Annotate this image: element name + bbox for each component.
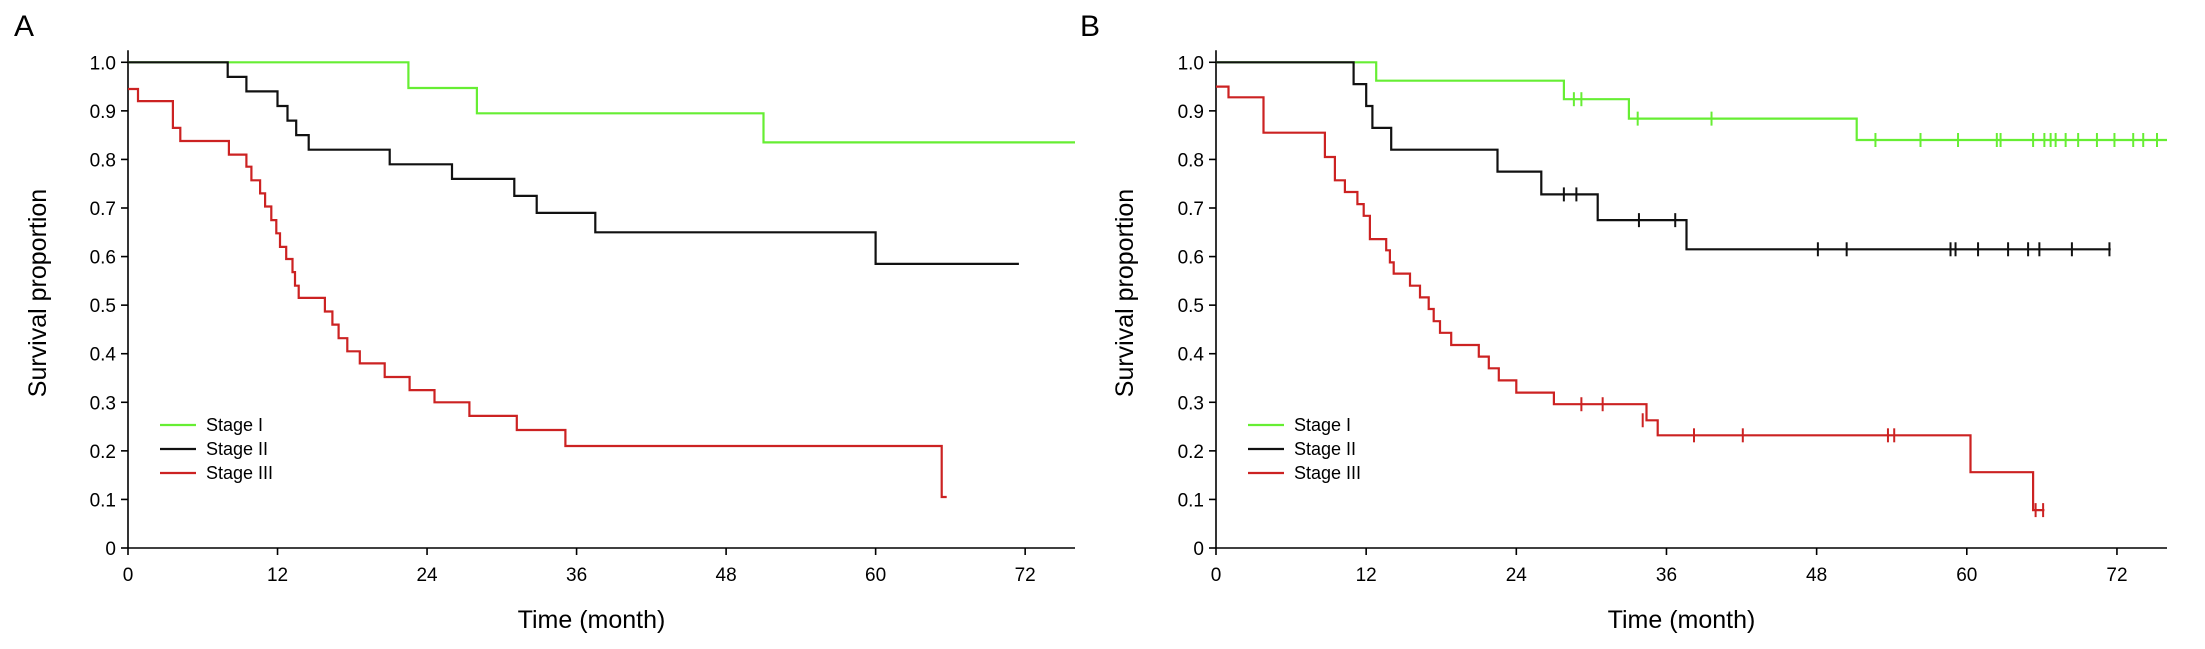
panel-label: B (1080, 10, 1100, 43)
x-tick-label: 72 (2106, 565, 2127, 586)
y-tick-label: 0.1 (90, 490, 116, 511)
y-tick-label: 0.8 (90, 150, 116, 171)
x-tick-label: 36 (1656, 565, 1677, 586)
y-tick-label: 0 (1193, 539, 1204, 560)
survival-curve-stage-i (1216, 61, 2167, 142)
survival-curve-stage-i (128, 61, 1075, 144)
y-tick-label: 0.5 (90, 296, 116, 317)
legend-label-stage-iii: Stage III (1294, 463, 1361, 483)
y-tick-label: 0.2 (1178, 442, 1204, 463)
legend-label-stage-ii: Stage II (206, 439, 268, 459)
x-tick-label: 12 (1356, 565, 1377, 586)
y-tick-label: 0.6 (90, 248, 116, 269)
x-tick-label: 24 (1506, 565, 1528, 586)
legend-label-stage-ii: Stage II (1294, 439, 1356, 459)
y-tick-label: 0.3 (90, 393, 116, 414)
legend-label-stage-i: Stage I (1294, 415, 1351, 435)
survival-curve-stage-iii (1216, 85, 2045, 512)
y-tick-label: 0.4 (90, 345, 117, 366)
legend-label-stage-iii: Stage III (206, 463, 273, 483)
x-tick-label: 60 (865, 565, 886, 586)
survival-curve-stage-ii (1216, 61, 2111, 251)
survival-curve-stage-ii (128, 61, 1019, 265)
y-tick-label: 0.9 (1178, 102, 1204, 123)
panel-a: A 0 0.1 0.2 0.3 0.4 0.5 0.6 0.7 0.8 0.9 1.0 0 12 24 36 4… (14, 10, 1075, 634)
survival-curve-stage-iii (128, 87, 947, 499)
x-tick-label: 60 (1956, 565, 1977, 586)
y-tick-label: 0.6 (1178, 248, 1204, 269)
x-axis-title: Time (month) (1608, 606, 1756, 634)
y-tick-label: 0.7 (1178, 199, 1204, 220)
y-tick-label: 1.0 (1178, 53, 1204, 74)
x-tick-label: 72 (1015, 565, 1036, 586)
x-axis-title: Time (month) (518, 606, 666, 634)
y-tick-label: 0.7 (90, 199, 116, 220)
y-tick-label: 0.8 (1178, 150, 1204, 171)
x-tick-label: 24 (416, 565, 438, 586)
x-tick-label: 48 (1806, 565, 1827, 586)
x-tick-label: 0 (1211, 565, 1222, 586)
y-tick-label: 0.2 (90, 442, 116, 463)
y-tick-label: 0.1 (1178, 490, 1204, 511)
y-axis-title: Survival proportion (1111, 189, 1139, 397)
legend-label-stage-i: Stage I (206, 415, 263, 435)
x-tick-label: 36 (566, 565, 587, 586)
y-tick-label: 0.9 (90, 102, 116, 123)
y-axis-title: Survival proportion (24, 189, 52, 397)
panel-b: B 0 0.1 0.2 0.3 0.4 0.5 0.6 0.7 0.8 0.9 1.0 0 12 24 36 4… (1080, 10, 2167, 634)
x-tick-label: 48 (716, 565, 737, 586)
x-tick-label: 12 (267, 565, 288, 586)
y-tick-label: 1.0 (90, 53, 116, 74)
y-tick-label: 0.4 (1178, 345, 1205, 366)
y-tick-label: 0.3 (1178, 393, 1204, 414)
x-tick-label: 0 (123, 565, 134, 586)
y-tick-label: 0.5 (1178, 296, 1204, 317)
y-tick-label: 0 (105, 539, 116, 560)
panel-label: A (14, 10, 34, 43)
